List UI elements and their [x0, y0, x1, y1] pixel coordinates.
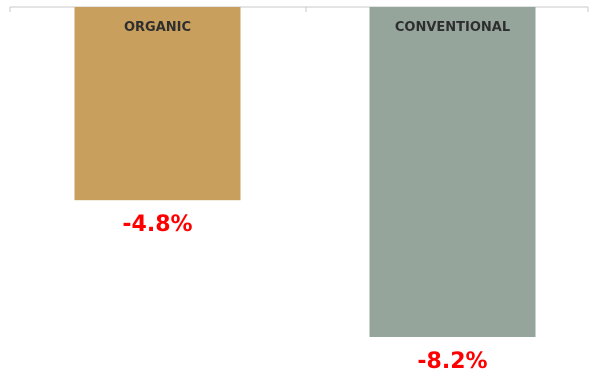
- value-label-conventional: -8.2%: [417, 349, 487, 373]
- category-label-organic: ORGANIC: [124, 20, 191, 35]
- value-label-organic: -4.8%: [122, 212, 192, 237]
- category-label-conventional: CONVENTIONAL: [395, 20, 510, 35]
- bar-organic: [74, 7, 241, 201]
- bar-conventional: [369, 7, 536, 337]
